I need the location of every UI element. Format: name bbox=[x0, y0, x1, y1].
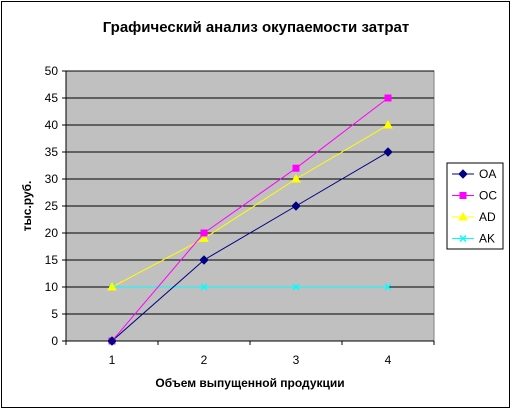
y-tick-label: 35 bbox=[45, 145, 59, 159]
x-axis-title: Объем выпущенной продукции bbox=[155, 376, 344, 390]
data-point-oc bbox=[200, 229, 208, 237]
data-point-oc bbox=[384, 94, 392, 102]
data-point-ad bbox=[199, 233, 209, 242]
y-tick-label: 20 bbox=[45, 226, 59, 240]
data-point-oa bbox=[107, 336, 117, 346]
x-tick-label: 2 bbox=[201, 353, 208, 367]
y-tick-label: 0 bbox=[51, 334, 58, 348]
legend-label-oa: OA bbox=[479, 167, 496, 181]
legend-marker-ad bbox=[458, 211, 468, 221]
legend: OA OC AD AK bbox=[446, 162, 504, 250]
legend-label-oc: OC bbox=[479, 189, 497, 203]
y-tick-label: 45 bbox=[45, 91, 59, 105]
data-point-oc bbox=[292, 164, 300, 172]
series-line-oc bbox=[111, 97, 389, 342]
data-point-oa bbox=[383, 147, 393, 157]
y-tick-label: 25 bbox=[45, 199, 59, 213]
y-tick-label: 50 bbox=[45, 64, 59, 78]
y-axis-title: тыс.руб. bbox=[20, 181, 34, 232]
series-line-ad bbox=[111, 124, 389, 288]
x-tick-label: 1 bbox=[109, 353, 116, 367]
legend-label-ak: AK bbox=[479, 232, 495, 246]
y-tick-label: 5 bbox=[51, 307, 58, 321]
data-point-ak bbox=[292, 283, 300, 291]
series-line-oa bbox=[111, 151, 389, 342]
data-point-oa bbox=[291, 201, 301, 211]
legend-marker-ak bbox=[459, 234, 467, 243]
legend-marker-oa bbox=[458, 169, 468, 179]
legend-box bbox=[446, 162, 504, 250]
y-tick-label: 10 bbox=[45, 280, 59, 294]
plot-area: 0 5 10 15 20 25 30 35 40 45 50 1 2 3 4 bbox=[45, 64, 435, 367]
data-point-ak bbox=[384, 283, 392, 291]
legend-marker-oc bbox=[459, 192, 467, 199]
data-point-ad bbox=[107, 281, 117, 291]
y-tick-label: 40 bbox=[45, 118, 59, 132]
x-tick-label: 3 bbox=[293, 353, 300, 367]
data-point-ad bbox=[291, 173, 301, 183]
x-tick-label: 4 bbox=[385, 353, 392, 367]
data-point-oa bbox=[199, 255, 209, 265]
chart-title: Графический анализ окупаемости затрат bbox=[103, 19, 410, 36]
data-point-ad bbox=[383, 119, 393, 129]
y-tick-label: 30 bbox=[45, 172, 59, 186]
y-tick-label: 15 bbox=[45, 253, 59, 267]
legend-label-ad: AD bbox=[479, 210, 496, 224]
data-point-ak bbox=[200, 283, 208, 291]
